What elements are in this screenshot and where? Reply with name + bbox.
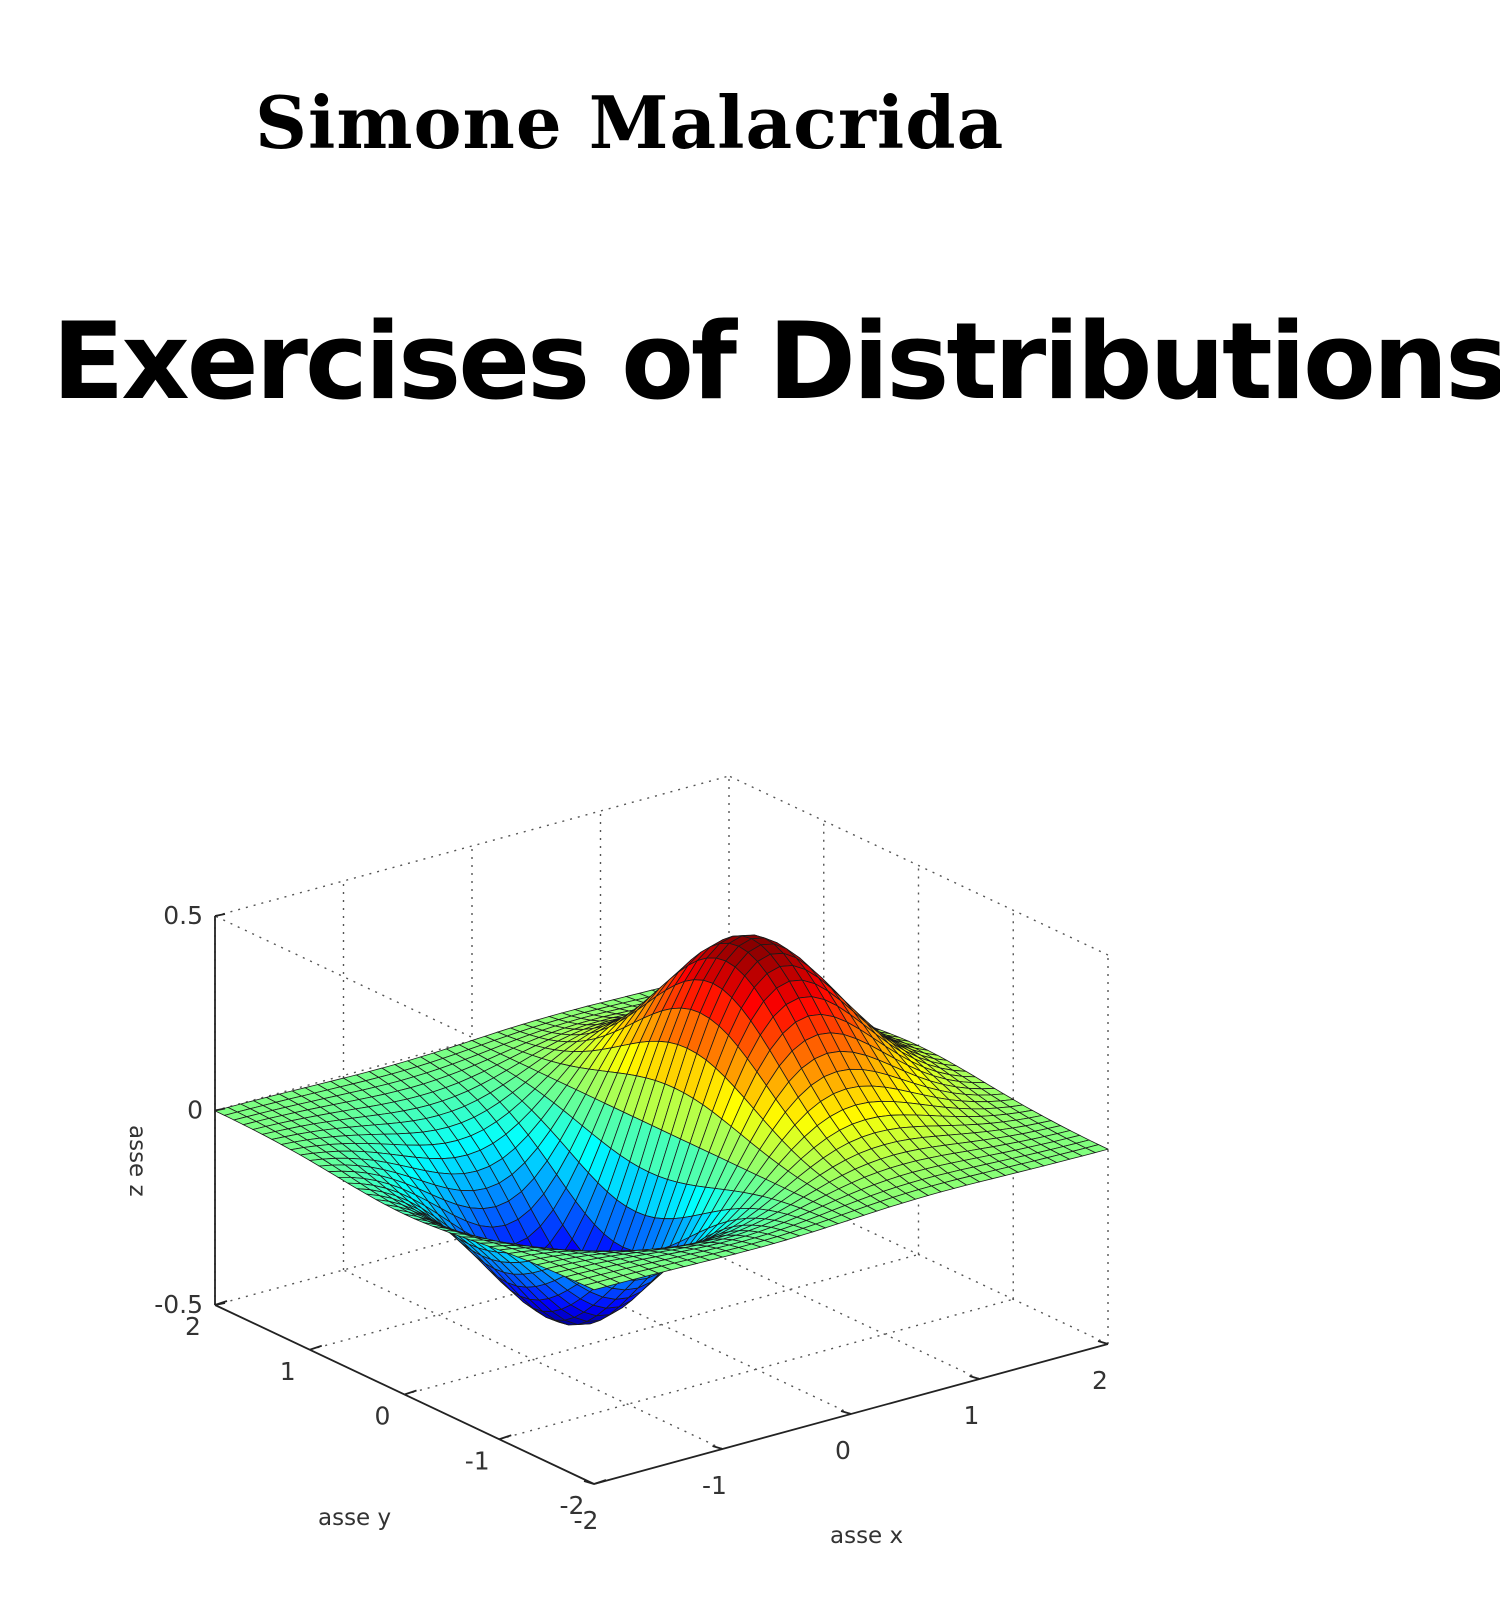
y-tick-mark	[498, 1434, 512, 1441]
grid-line	[600, 1199, 980, 1380]
box-edge	[214, 915, 595, 1096]
box-edge	[214, 1164, 730, 1306]
y-tick-label: 0	[375, 1402, 391, 1431]
x-tick-mark	[1097, 1340, 1109, 1345]
z-tick-label: 0	[187, 1096, 203, 1125]
x-tick-label: -2	[574, 1506, 599, 1535]
surface-mesh	[213, 934, 1110, 1326]
x-tick-mark	[969, 1375, 980, 1380]
x-tick-mark	[583, 1480, 595, 1485]
y-tick-mark	[309, 1344, 323, 1351]
grid-line	[471, 1234, 852, 1415]
x-tick-mark	[712, 1445, 723, 1450]
y-tick-mark	[593, 1479, 607, 1485]
grid-line	[343, 1269, 723, 1450]
y-tick-label: 2	[185, 1312, 201, 1341]
surface-patch	[583, 1281, 609, 1291]
y-axis-label: asse y	[318, 1505, 391, 1531]
z-tick-label: -0.5	[154, 1290, 203, 1319]
book-title: Exercises of Distributions	[52, 300, 1500, 423]
x-tick-label: 0	[835, 1436, 851, 1465]
axis-lines	[214, 913, 1109, 1485]
z-axis-label: asse z	[124, 1125, 150, 1197]
grid-line	[404, 1253, 919, 1396]
grid-line	[309, 1209, 824, 1351]
x-tick-mark	[840, 1410, 852, 1415]
box-edge	[728, 775, 1109, 956]
grid-line	[214, 969, 730, 1112]
grid-line	[499, 1298, 1014, 1440]
y-tick-label: 1	[280, 1357, 296, 1386]
z-tick-mark	[214, 913, 226, 917]
z-tick-label: 0.5	[163, 901, 203, 930]
box-edge	[214, 775, 730, 917]
x-axis-label: asse x	[830, 1523, 903, 1549]
z-tick-mark	[214, 1107, 226, 1112]
y-tick-label: -2	[560, 1491, 585, 1520]
z-tick-mark	[214, 1302, 226, 1306]
x-tick-label: 1	[964, 1401, 980, 1430]
author-name: Simone Malacrida	[255, 80, 1005, 165]
x-tick-label: 2	[1092, 1366, 1108, 1395]
y-tick-label: -1	[465, 1446, 490, 1475]
x-tick-label: -1	[702, 1471, 727, 1500]
y-tick-mark	[404, 1389, 417, 1396]
